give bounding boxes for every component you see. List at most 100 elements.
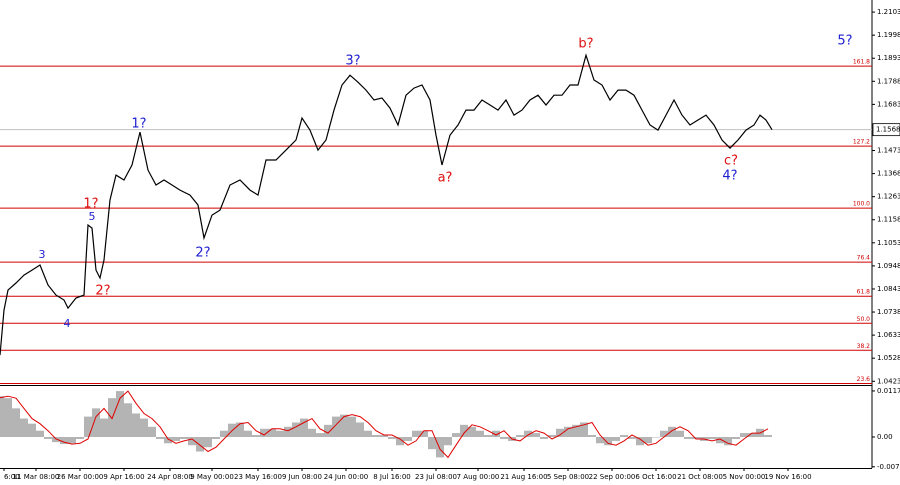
y-tick-label: 1.0738 bbox=[877, 308, 900, 316]
histogram-bar bbox=[540, 437, 548, 439]
y-tick-label: 1.0843 bbox=[877, 285, 900, 293]
y-tick-label: 1.1893 bbox=[877, 54, 900, 62]
signal-line bbox=[0, 390, 769, 459]
histogram-bar bbox=[396, 437, 404, 446]
x-tick-label: 6:00 bbox=[4, 473, 20, 481]
y-tick-label: 1.0423 bbox=[877, 377, 900, 385]
fib-label: 76.4 bbox=[857, 255, 871, 262]
x-tick-label: 24 Jun 00:00 bbox=[324, 473, 368, 481]
x-tick-label: 21 Aug 16:00 bbox=[500, 473, 547, 481]
histogram-bar bbox=[492, 430, 500, 438]
histogram-bar bbox=[580, 422, 588, 438]
fib-label: 23.6 bbox=[857, 376, 871, 383]
wave-label: 2? bbox=[95, 284, 110, 299]
histogram-bar bbox=[132, 413, 140, 438]
histogram-bar bbox=[588, 435, 596, 438]
y-tick-label: 1.1473 bbox=[877, 147, 900, 155]
histogram-bar bbox=[268, 428, 276, 438]
wave-label: c? bbox=[724, 154, 738, 169]
histogram-bar bbox=[116, 391, 124, 438]
histogram-bar bbox=[164, 437, 172, 444]
histogram-bar bbox=[548, 435, 556, 438]
histogram-bar bbox=[684, 437, 692, 439]
histogram-bar bbox=[92, 408, 100, 438]
histogram-bar bbox=[364, 430, 372, 438]
histogram-bar bbox=[0, 396, 4, 438]
histogram-bar bbox=[340, 414, 348, 438]
histogram-bar bbox=[100, 418, 108, 438]
histogram-bar bbox=[4, 398, 12, 438]
histogram-bar bbox=[660, 430, 668, 438]
fib-label: 50.0 bbox=[857, 316, 871, 323]
y-tick-label: 1.0528 bbox=[877, 354, 900, 362]
x-tick-label: 9 May 00:00 bbox=[190, 473, 234, 481]
x-tick-label: 8 Jul 16:00 bbox=[373, 473, 411, 481]
fib-label: 100.0 bbox=[853, 201, 870, 208]
x-tick-label: 11 Mar 08:00 bbox=[13, 473, 60, 481]
histogram-bar bbox=[708, 437, 716, 439]
histogram-bar bbox=[604, 437, 612, 446]
y-tick-label: 1.1368 bbox=[877, 170, 900, 178]
histogram-bar bbox=[620, 435, 628, 438]
histogram-bar bbox=[732, 437, 740, 439]
fib-label: 127.2 bbox=[853, 139, 870, 146]
wave-label: 4? bbox=[722, 169, 737, 184]
y-tick-label: -0.00759 bbox=[877, 463, 900, 471]
wave-label: a? bbox=[438, 171, 453, 186]
histogram-bar bbox=[388, 437, 396, 439]
histogram-bar bbox=[76, 437, 84, 439]
y-tick-label: 1.1788 bbox=[877, 77, 900, 85]
histogram-bar bbox=[28, 423, 36, 438]
x-tick-label: 9 Jun 08:00 bbox=[282, 473, 322, 481]
histogram-bar bbox=[476, 430, 484, 438]
histogram-bar bbox=[716, 437, 724, 444]
x-tick-label: 9 Apr 16:00 bbox=[103, 473, 144, 481]
histogram-bar bbox=[500, 437, 508, 439]
histogram-bar bbox=[236, 422, 244, 438]
histogram-bar bbox=[636, 437, 644, 446]
histogram-bar bbox=[20, 418, 28, 438]
histogram-bar bbox=[332, 416, 340, 438]
histogram-bar bbox=[628, 437, 636, 439]
y-tick-label: 1.2103 bbox=[877, 8, 900, 16]
histogram-bar bbox=[124, 403, 132, 438]
histogram-bar bbox=[468, 426, 476, 438]
histogram-bar bbox=[212, 437, 220, 439]
histogram-bar bbox=[180, 437, 188, 439]
wave-label: 4 bbox=[64, 317, 71, 330]
histogram-bar bbox=[612, 437, 620, 441]
histogram-bar bbox=[748, 433, 756, 438]
y-tick-label: 1.0948 bbox=[877, 262, 900, 270]
histogram-bar bbox=[276, 430, 284, 438]
histogram-bar bbox=[516, 435, 524, 438]
histogram-bar bbox=[292, 422, 300, 438]
x-tick-label: 21 Oct 08:00 bbox=[677, 473, 723, 481]
histogram-bar bbox=[444, 437, 452, 446]
histogram-bar bbox=[356, 422, 364, 438]
histogram-bar bbox=[484, 435, 492, 438]
histogram-bar bbox=[148, 426, 156, 438]
x-tick-label: 6 Oct 16:00 bbox=[635, 473, 676, 481]
histogram-bar bbox=[740, 433, 748, 438]
histogram-bar bbox=[52, 437, 60, 443]
histogram-bar bbox=[12, 408, 20, 438]
y-tick-label: 0.01174 bbox=[877, 387, 900, 395]
price-line bbox=[0, 53, 773, 356]
histogram-bar bbox=[524, 430, 532, 438]
fib-label: 61.8 bbox=[857, 289, 871, 296]
histogram-bar bbox=[764, 435, 772, 438]
histogram-bar bbox=[324, 424, 332, 438]
y-tick-label: 1.0633 bbox=[877, 331, 900, 339]
x-tick-label: 5 Nov 00:00 bbox=[723, 473, 766, 481]
wave-label: 1? bbox=[83, 197, 98, 212]
histogram-bar bbox=[556, 428, 564, 438]
histogram-bar bbox=[44, 437, 52, 439]
histogram-bar bbox=[428, 437, 436, 450]
current-price-label: 1.1568 bbox=[876, 126, 900, 134]
histogram-bar bbox=[692, 437, 700, 439]
x-tick-label: 19 Nov 16:00 bbox=[764, 473, 811, 481]
histogram-bar bbox=[404, 437, 412, 441]
x-tick-label: 23 Jul 08:00 bbox=[415, 473, 457, 481]
histogram-bar bbox=[188, 437, 196, 446]
